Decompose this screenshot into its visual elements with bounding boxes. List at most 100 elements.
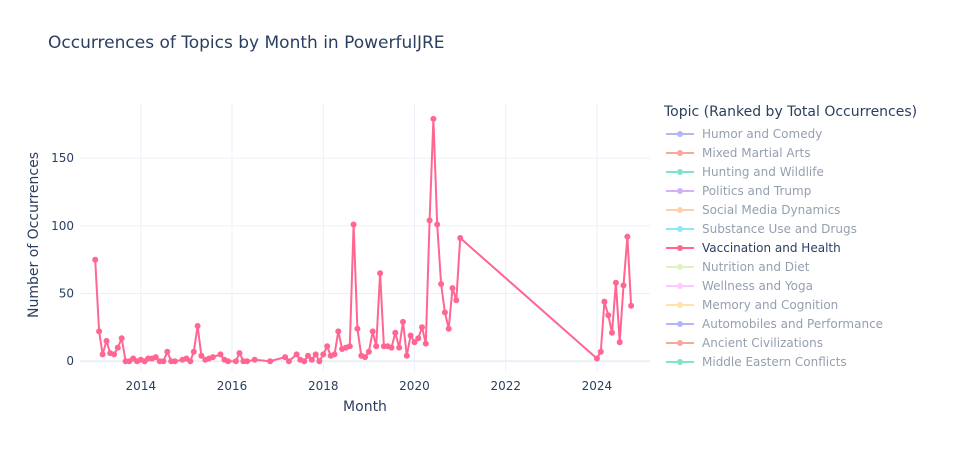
legend-swatch (664, 295, 696, 314)
data-point (324, 343, 331, 350)
legend-swatch (664, 124, 696, 143)
data-point (369, 328, 376, 335)
data-point (282, 354, 289, 361)
legend-swatch (664, 162, 696, 181)
data-point (152, 354, 159, 361)
data-point (430, 115, 437, 122)
x-tick-label: 2024 (582, 379, 613, 393)
data-point (285, 358, 292, 365)
legend-swatch (664, 257, 696, 276)
data-point (335, 328, 342, 335)
legend-item-label: Ancient Civilizations (702, 335, 823, 350)
series-layer (92, 115, 635, 365)
legend-item[interactable]: Nutrition and Diet (664, 257, 917, 276)
data-point (365, 348, 372, 355)
x-tick-label: 2014 (126, 379, 157, 393)
data-point (597, 348, 604, 355)
data-point (403, 352, 410, 359)
data-point (438, 281, 445, 287)
legend-swatch (664, 238, 696, 257)
y-tick-label: 150 (51, 151, 74, 165)
legend-item-label: Substance Use and Drugs (702, 221, 857, 236)
legend-swatch-marker (677, 264, 683, 270)
legend-item-label: Nutrition and Diet (702, 259, 810, 274)
x-axis-label: Month (343, 399, 387, 415)
data-point (301, 358, 308, 365)
data-point (453, 297, 460, 304)
legend-item[interactable]: Middle Eastern Conflicts (664, 352, 917, 371)
data-point (316, 358, 323, 365)
data-point (244, 358, 251, 365)
data-point (103, 337, 110, 344)
data-point (407, 332, 414, 339)
legend-item[interactable]: Substance Use and Drugs (664, 219, 917, 238)
x-tick-label: 2018 (308, 379, 339, 393)
data-point (293, 351, 300, 358)
data-point (96, 328, 103, 335)
data-point (419, 324, 425, 331)
series-line (94, 117, 633, 363)
legend-swatch-marker (677, 302, 683, 308)
gridlines (80, 104, 650, 372)
legend-item-label: Vaccination and Health (702, 240, 841, 255)
data-point (593, 355, 600, 362)
legend-swatch (664, 181, 696, 200)
legend-item[interactable]: Wellness and Yoga (664, 276, 917, 295)
legend-item[interactable]: Memory and Cognition (664, 295, 917, 314)
legend-item[interactable]: Politics and Trump (664, 181, 917, 200)
data-point (457, 235, 464, 241)
data-point (400, 318, 406, 325)
chart-title: Occurrences of Topics by Month in Powerf… (48, 33, 445, 53)
y-tick-label: 50 (59, 286, 74, 300)
data-point (164, 348, 171, 355)
data-point (198, 352, 205, 359)
data-point (331, 351, 338, 358)
data-point (305, 352, 311, 359)
legend-swatch (664, 143, 696, 162)
legend-item[interactable]: Vaccination and Health (664, 238, 917, 257)
data-point (209, 354, 216, 361)
data-point (114, 344, 121, 351)
legend-swatch (664, 276, 696, 295)
legend-item[interactable]: Humor and Comedy (664, 124, 917, 143)
data-point (312, 351, 319, 358)
legend-item[interactable]: Hunting and Wildlife (664, 162, 917, 181)
data-point (628, 302, 635, 309)
data-point (118, 335, 125, 342)
legend-item-label: Automobiles and Performance (702, 316, 884, 331)
data-point (392, 329, 399, 336)
legend-swatch (664, 333, 696, 352)
legend-item[interactable]: Ancient Civilizations (664, 333, 917, 352)
data-point (449, 285, 456, 292)
data-point (426, 217, 433, 224)
legend-swatch (664, 219, 696, 238)
legend-swatch-marker (677, 359, 683, 365)
legend-item-label: Wellness and Yoga (702, 278, 813, 293)
y-tick-label: 100 (51, 219, 74, 233)
data-point (373, 343, 380, 350)
data-point (609, 329, 615, 336)
data-point (388, 344, 395, 351)
legend-item[interactable]: Mixed Martial Arts (664, 143, 917, 162)
legend-swatch-marker (677, 150, 683, 156)
legend-item-label: Mixed Martial Arts (702, 145, 811, 160)
legend-swatch-marker (677, 340, 683, 346)
legend-item-label: Memory and Cognition (702, 297, 839, 312)
data-point (190, 348, 197, 355)
axes: 2014 2016 2018 2020 2022 2024 0 50 100 150 (51, 151, 612, 393)
legend-item[interactable]: Automobiles and Performance (664, 314, 917, 333)
legend-swatch-marker (677, 169, 683, 175)
legend-swatch-marker (677, 188, 683, 194)
data-point (225, 358, 232, 365)
data-point (612, 279, 619, 286)
legend-item[interactable]: Social Media Dynamics (664, 200, 917, 219)
x-tick-label: 2016 (217, 379, 248, 393)
data-point (620, 282, 627, 289)
data-point (362, 354, 368, 361)
data-point (171, 358, 178, 365)
data-point (411, 339, 418, 346)
data-point (111, 351, 118, 358)
data-point (194, 323, 201, 329)
legend-item-label: Hunting and Wildlife (702, 164, 824, 179)
